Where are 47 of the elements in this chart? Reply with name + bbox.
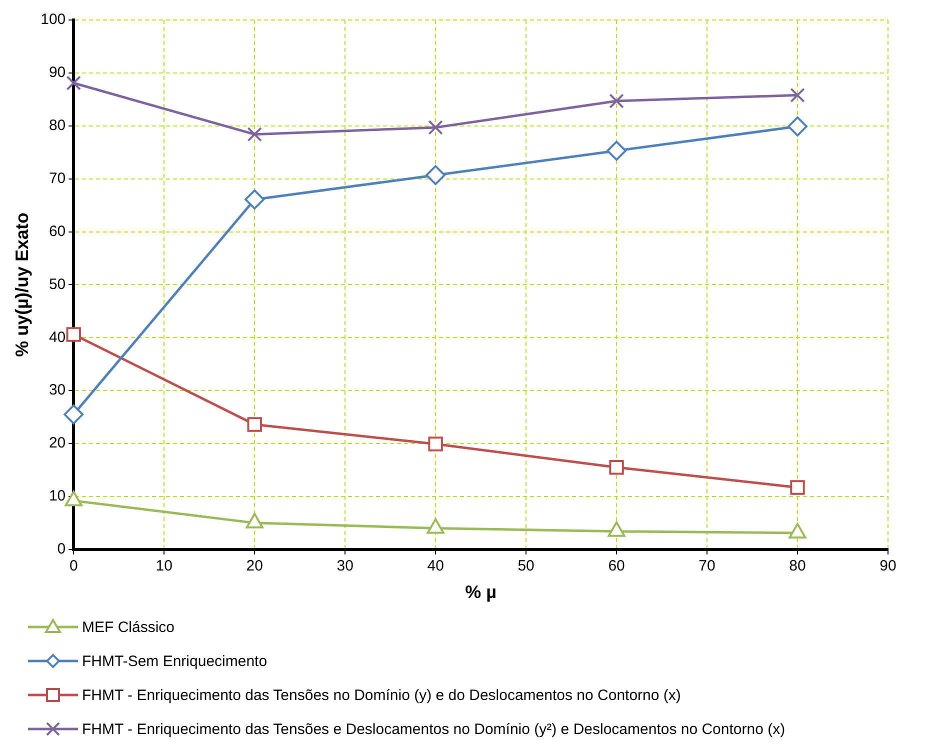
point <box>788 116 808 136</box>
y-axis-title: % uy(µ)/uy Exato <box>12 212 32 357</box>
x-tick-label: 0 <box>69 558 78 575</box>
x-tick-label: 70 <box>698 558 716 575</box>
point <box>426 518 444 534</box>
y-tick-label: 80 <box>48 117 66 134</box>
x-tick-label: 90 <box>880 558 896 575</box>
legend-label: MEF Clássico <box>82 618 175 636</box>
point <box>426 165 446 186</box>
point <box>608 521 626 537</box>
point <box>66 327 81 342</box>
y-tick-label: 70 <box>48 170 66 187</box>
x-tick-label: 20 <box>246 558 263 575</box>
x-tick-label: 60 <box>608 558 625 575</box>
point <box>428 120 443 135</box>
point <box>788 522 806 538</box>
y-tick-label: 50 <box>48 276 66 293</box>
y-tick-label: 60 <box>48 222 66 240</box>
point <box>428 436 443 452</box>
x-tick-label: 30 <box>336 558 354 575</box>
y-tick-label: 100 <box>40 11 66 28</box>
point <box>790 480 805 495</box>
y-tick-label: 90 <box>48 64 66 82</box>
point <box>606 140 627 161</box>
x-tick-label: 40 <box>427 558 444 575</box>
y-tick-label: 40 <box>48 328 66 346</box>
legend-label: FHMT-Sem Enriquecimento <box>82 652 268 670</box>
point <box>247 417 262 432</box>
y-tick-label: 20 <box>48 434 66 452</box>
x-tick-label: 10 <box>156 558 172 575</box>
point <box>66 76 81 90</box>
point <box>244 189 265 210</box>
point <box>64 404 84 424</box>
legend-label: FHMT - Enriquecimento das Tensões no Domínio (y) e do Deslocamentos no Contorno (x) <box>82 686 681 704</box>
y-tick-label: 0 <box>57 540 66 558</box>
point <box>247 126 262 142</box>
y-tick-label: 10 <box>48 488 66 505</box>
point <box>64 490 82 506</box>
point <box>609 94 624 108</box>
x-axis-title: % µ <box>465 582 497 602</box>
point <box>790 88 805 103</box>
point <box>609 460 624 475</box>
x-tick-label: 50 <box>518 558 534 575</box>
point <box>246 512 264 528</box>
y-tick-label: 30 <box>48 382 66 399</box>
x-tick-label: 80 <box>789 558 806 575</box>
legend-label: FHMT - Enriquecimento das Tensões e Deslocamentos no Domínio (y²) e Deslocamentos no Contorno (x) <box>82 720 786 738</box>
